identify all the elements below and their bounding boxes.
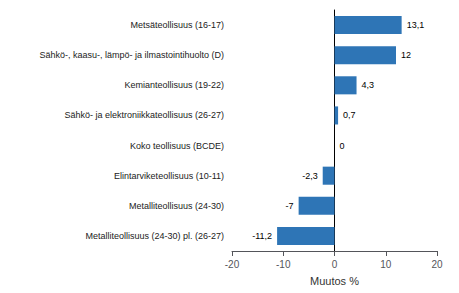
- svg-text:0: 0: [332, 259, 338, 270]
- svg-text:20: 20: [431, 259, 443, 270]
- svg-text:Metsäteollisuus (16-17): Metsäteollisuus (16-17): [130, 20, 224, 30]
- svg-text:Sähkö- ja elektroniikkateollis: Sähkö- ja elektroniikkateollisuus (26-27…: [64, 110, 224, 120]
- svg-text:10: 10: [380, 259, 392, 270]
- svg-text:0: 0: [340, 141, 345, 151]
- svg-text:Elintarviketeollisuus (10-11): Elintarviketeollisuus (10-11): [114, 171, 224, 181]
- svg-text:Kemianteollisuus (19-22): Kemianteollisuus (19-22): [124, 80, 224, 90]
- svg-text:0,7: 0,7: [343, 110, 356, 120]
- svg-text:-11,2: -11,2: [252, 231, 272, 241]
- svg-text:Sähkö-, kaasu-, lämpö- ja ilma: Sähkö-, kaasu-, lämpö- ja ilmastointihuo…: [39, 50, 224, 60]
- svg-text:Koko teollisuus (BCDE): Koko teollisuus (BCDE): [130, 141, 224, 151]
- svg-text:-10: -10: [276, 259, 291, 270]
- svg-text:13,1: 13,1: [407, 20, 425, 30]
- svg-text:12: 12: [401, 50, 411, 60]
- svg-text:-20: -20: [225, 259, 240, 270]
- svg-text:Muutos %: Muutos %: [310, 275, 359, 287]
- svg-text:-2,3: -2,3: [302, 171, 318, 181]
- svg-text:Metalliteollisuus (24-30): Metalliteollisuus (24-30): [129, 201, 224, 211]
- svg-text:-7: -7: [286, 201, 294, 211]
- svg-text:Metalliteollisuus (24-30) pl.: Metalliteollisuus (24-30) pl. (26-27): [85, 231, 224, 241]
- svg-text:4,3: 4,3: [362, 80, 375, 90]
